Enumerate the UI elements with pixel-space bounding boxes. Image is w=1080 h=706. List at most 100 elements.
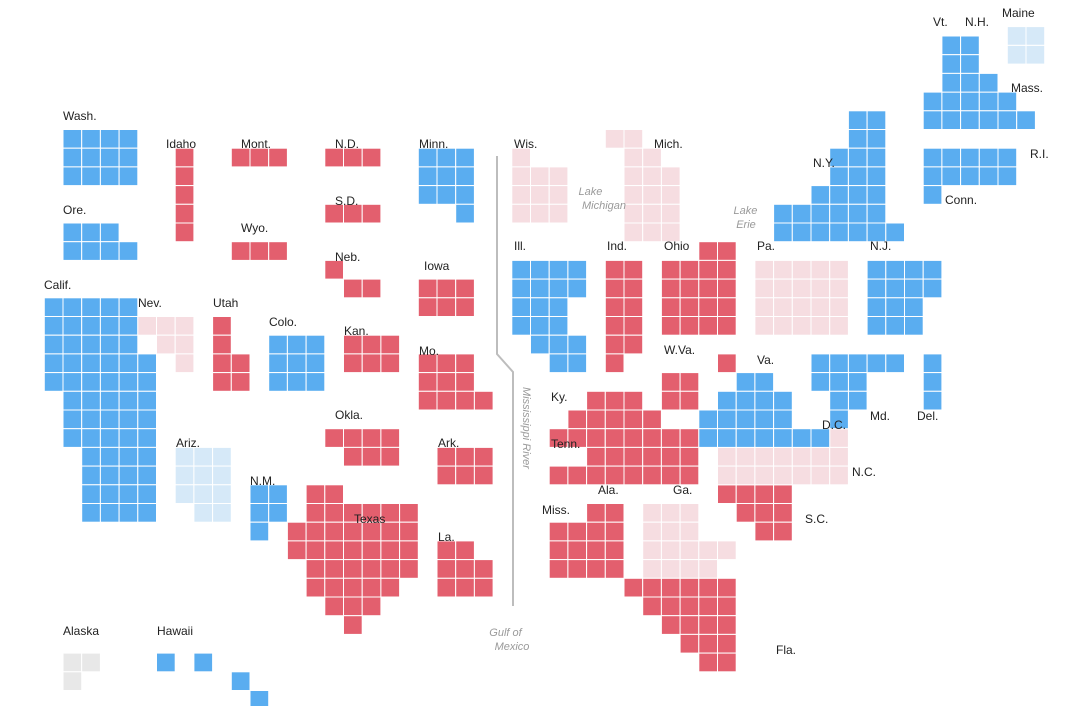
state-del [922,353,943,411]
label-colo: Colo. [269,315,297,329]
tile-fla [642,577,662,598]
tile-wis [548,203,569,224]
tile-mich [660,185,681,205]
tile-n-y [847,185,868,205]
tile-calif [118,297,139,317]
tile-va [717,390,737,411]
tile-w-va [660,390,681,411]
tile-n-c [829,465,849,486]
tile-n-j [904,278,924,299]
state-n-d [324,147,382,168]
tile-kan [361,353,382,374]
tile-miss [548,540,569,561]
tile-n-y [791,203,812,224]
tile-n-y [791,222,812,243]
tile-w-va [679,390,700,411]
tile-calif [81,428,101,448]
tile-calif [99,428,120,448]
tile-texas [286,540,307,561]
tile-n-m [249,521,270,542]
tile-md [847,372,868,392]
tile-minn [417,185,438,205]
state-iowa [417,278,475,317]
tile-miss [567,521,588,542]
label-ohio: Ohio [664,239,690,253]
tile-nev [156,316,176,336]
tile-ohio [698,316,718,336]
tile-s-c [754,521,775,542]
tile-fla [623,577,644,598]
tile-pa [829,278,849,299]
tile-ore [62,222,83,243]
tile-ohio [717,316,737,336]
label-md: Md. [870,409,890,423]
tile-ariz [212,446,232,467]
tile-pa [791,297,812,317]
tile-texas [324,484,344,504]
state-neb [324,259,382,299]
tile-calif [137,372,158,392]
tile-fla [660,615,681,635]
tile-ore [99,241,120,261]
tile-ill [530,259,550,280]
tile-nev [174,316,195,336]
tile-miss [567,540,588,561]
tile-texas [305,521,326,542]
tile-fla [698,596,718,617]
tile-nev [174,353,195,374]
tile-mich [623,166,644,187]
tile-mont [249,147,270,168]
state-utah [212,316,251,392]
tile-iowa [436,278,457,299]
tile-texas [361,540,382,561]
tile-n-y [866,185,887,205]
state-ill [511,259,588,374]
tile-la [436,577,457,598]
tile-n-j [866,297,887,317]
state-ariz [174,446,232,523]
tile-calif [62,390,83,411]
tile-fla [679,615,700,635]
label-nev: Nev. [138,296,162,310]
tile-n-d [324,147,344,168]
state-tiles [43,26,1046,706]
label-n-j: N.J. [870,239,891,253]
state-kan [343,334,401,374]
tile-wyo [249,241,270,261]
tile-calif [81,503,101,523]
tile-n-y [810,185,831,205]
tile-ind [604,297,625,317]
label-alaska: Alaska [63,624,99,638]
label-r-i: R.I. [1030,147,1049,161]
tile-tenn [660,428,681,448]
tile-calif [99,465,120,486]
tile-ill [548,334,569,355]
tile-md [829,353,849,374]
tile-ore [81,241,101,261]
tile-va [735,409,756,430]
label-neb: Neb. [335,250,360,264]
label-ga: Ga. [673,483,692,497]
tile-mo [473,390,494,411]
state-ohio [660,241,737,336]
tile-w-va [679,372,700,392]
tile-va [717,428,737,448]
tile-colo [305,334,326,355]
tile-calif [137,503,158,523]
label-iowa: Iowa [424,259,450,273]
tile-ga [660,521,681,542]
tile-n-y [773,203,793,224]
tile-idaho [174,222,195,243]
tile-ill [567,353,588,374]
tile-n-c [735,465,756,486]
tile-calif [118,390,139,411]
tile-wis [548,185,569,205]
tile-n-c [810,465,831,486]
label-texas: Texas [354,512,385,526]
tile-tenn [642,446,662,467]
tile-mass [960,91,980,112]
state-ore [62,222,139,261]
tile-ohio [679,297,700,317]
tile-pa [810,259,831,280]
tile-ohio [660,278,681,299]
